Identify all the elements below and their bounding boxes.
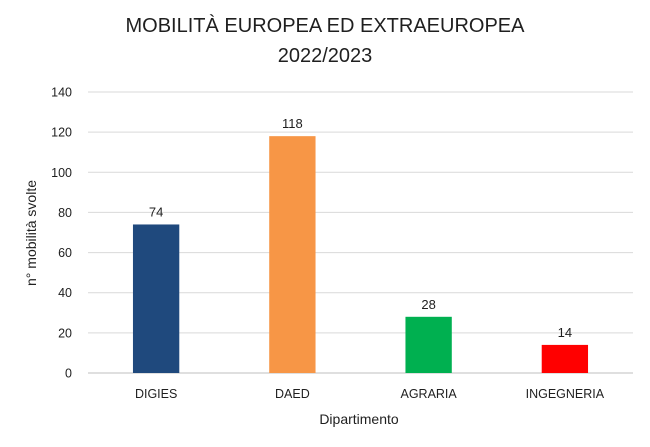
y-tick-label: 20	[58, 326, 72, 340]
x-axis-categories: DIGIES DAED AGRARIA INGEGNERIA	[135, 387, 605, 401]
chart-title-line-2: 2022/2023	[278, 45, 373, 67]
category-label-agraria: AGRARIA	[400, 387, 457, 401]
category-label-digies: DIGIES	[135, 387, 177, 401]
y-tick-label: 100	[51, 166, 72, 180]
y-tick-label: 120	[51, 126, 72, 140]
y-axis-title: n° mobilità svolte	[23, 180, 39, 286]
y-tick-label: 40	[58, 286, 72, 300]
data-label-ingegneria: 14	[558, 325, 572, 340]
bar-ingegneria	[541, 344, 589, 373]
data-label-daed: 118	[282, 116, 303, 131]
bar-daed	[269, 136, 316, 373]
y-tick-label: 80	[58, 206, 72, 220]
data-labels: 74 118 28 14	[149, 116, 572, 340]
y-tick-label: 140	[51, 86, 72, 100]
y-tick-label: 0	[65, 367, 72, 381]
category-label-daed: DAED	[275, 387, 310, 401]
y-axis-ticks: 0 20 40 60 80 100 120 140	[51, 86, 72, 381]
bar-digies	[132, 224, 180, 373]
data-label-digies: 74	[149, 204, 163, 219]
bar-agraria	[405, 316, 452, 373]
category-label-ingegneria: INGEGNERIA	[526, 387, 605, 401]
data-label-agraria: 28	[421, 297, 435, 312]
y-tick-label: 60	[58, 246, 72, 260]
x-axis-title: Dipartimento	[319, 411, 399, 427]
bars	[132, 136, 589, 373]
chart-title-line-1: MOBILITÀ EUROPEA ED EXTRAEUROPEA	[126, 14, 526, 37]
